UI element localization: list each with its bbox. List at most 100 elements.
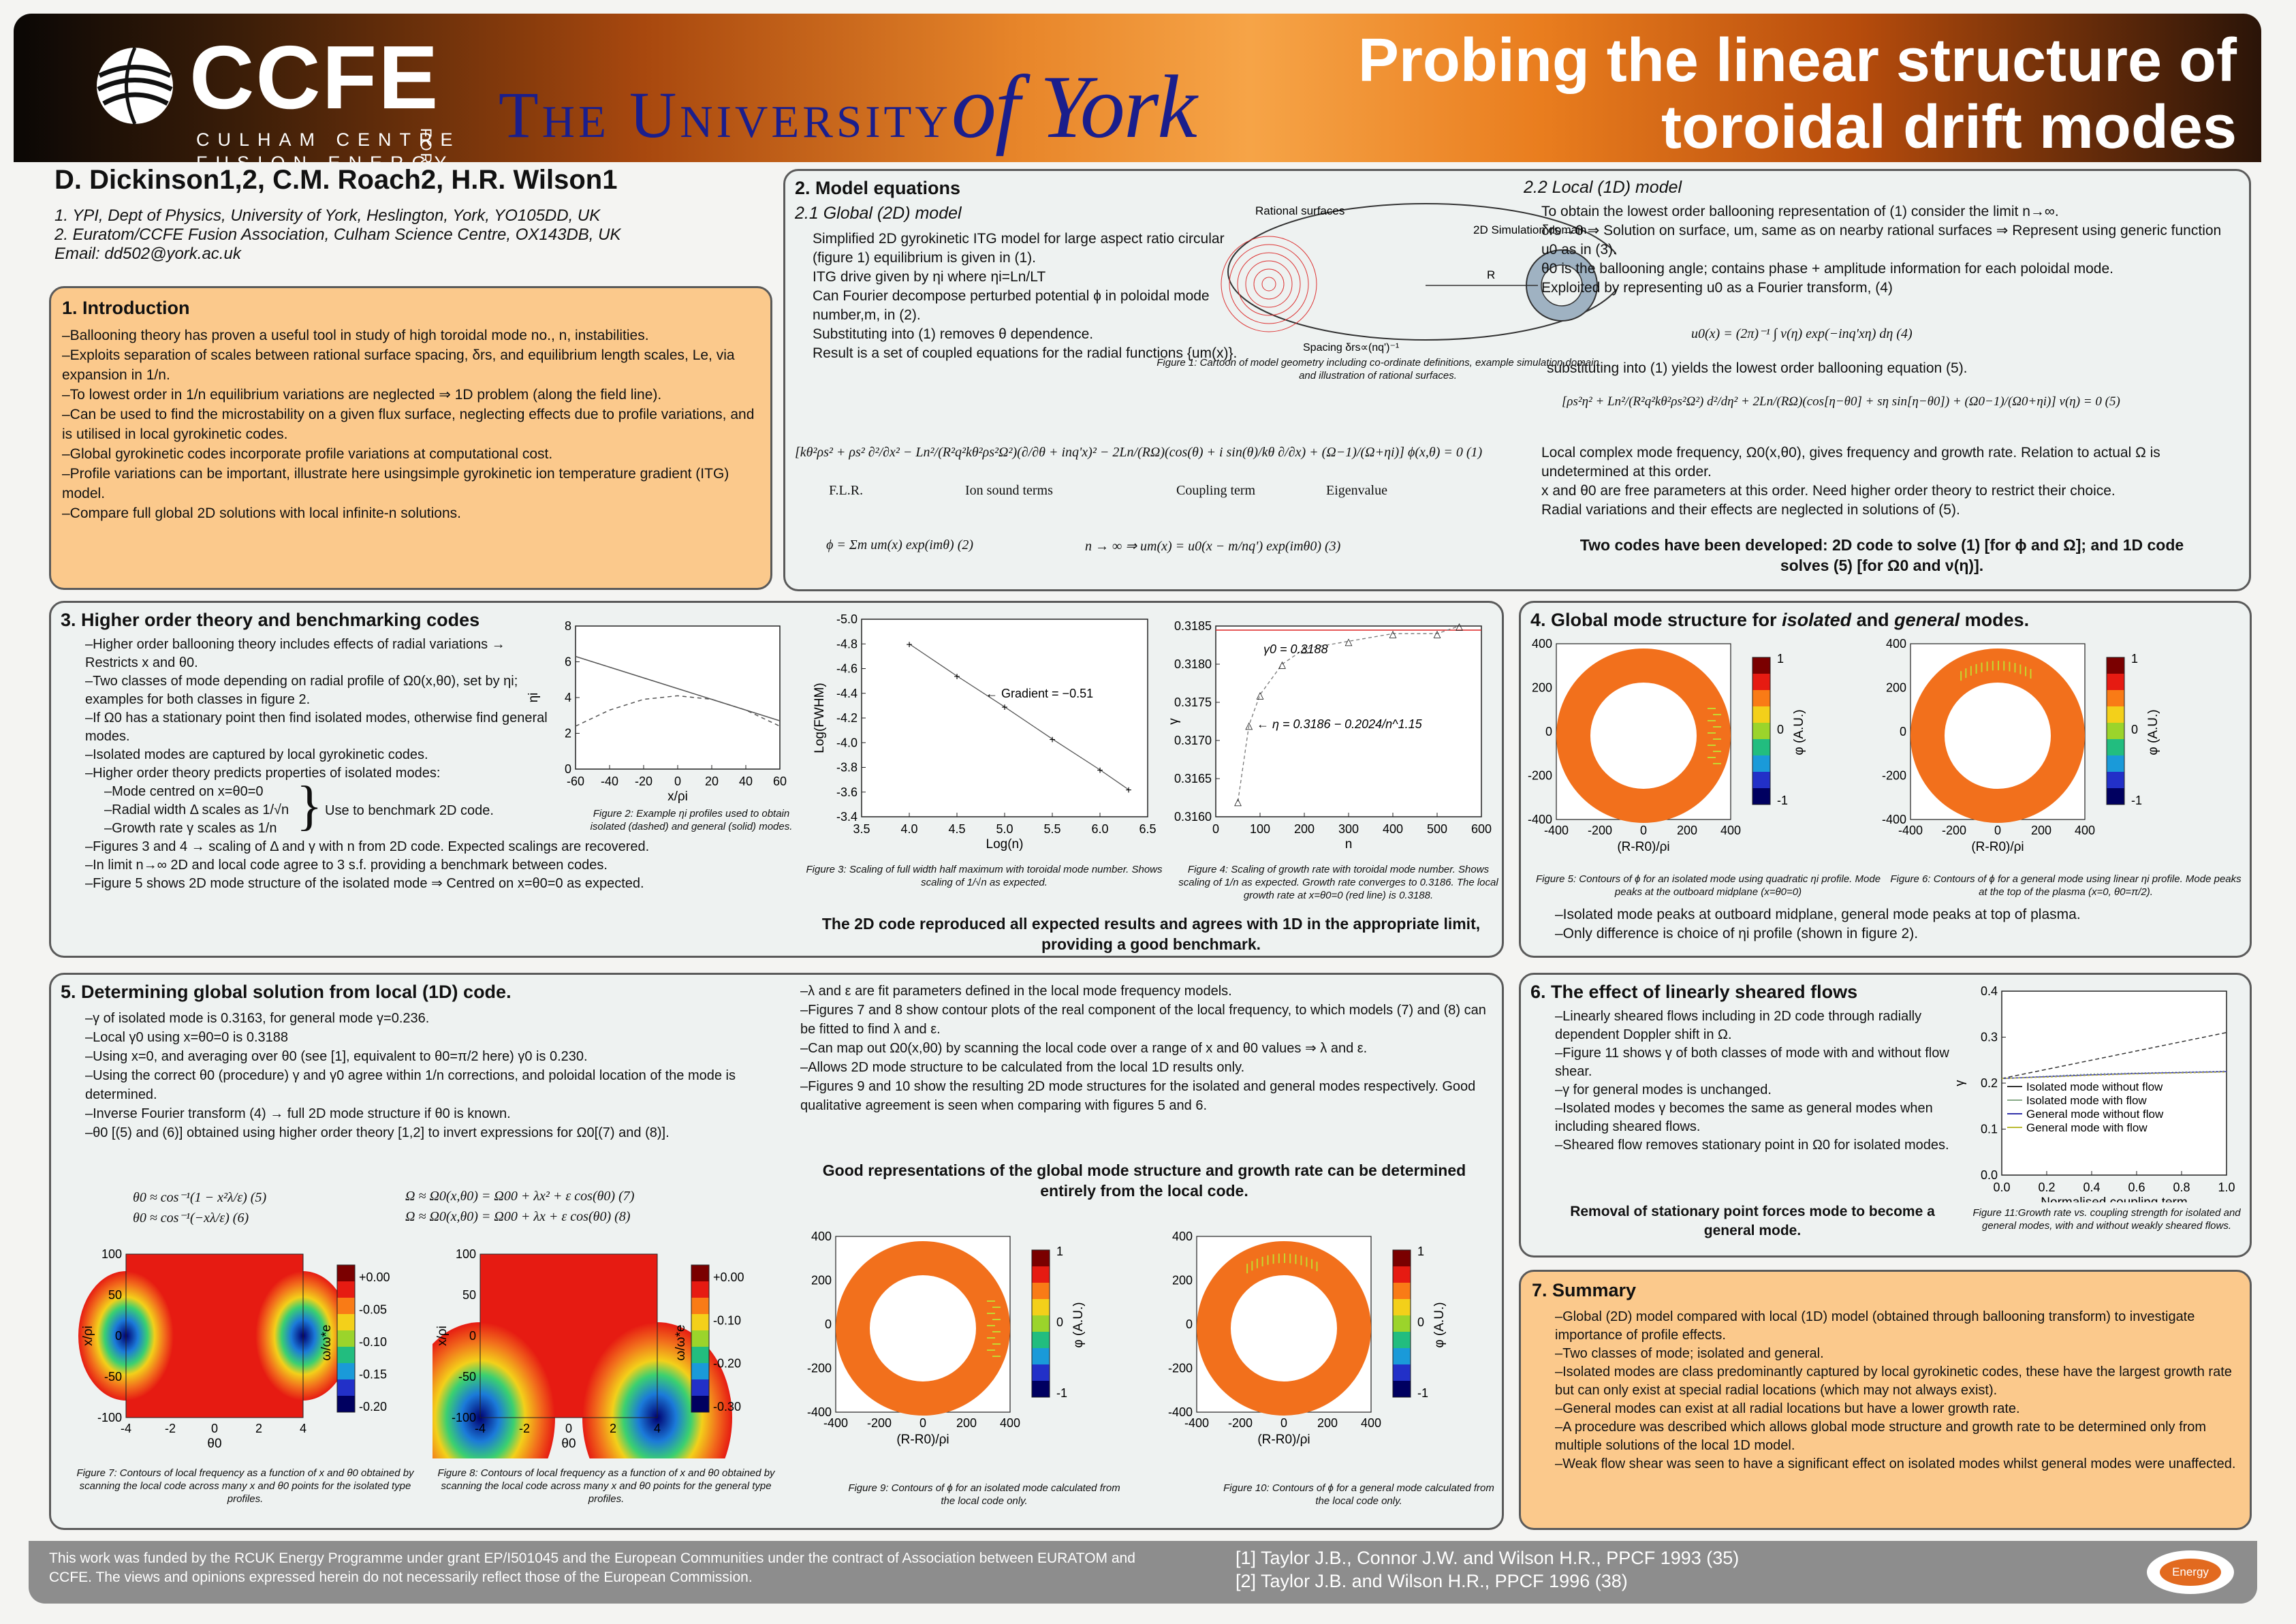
freq-ytick: -50 — [458, 1370, 476, 1384]
fig4-annotation-gamma0: γ0 = 0.3188 — [1263, 642, 1328, 656]
polar-xtick: 0 — [1994, 824, 2001, 837]
plasma-annulus — [1910, 649, 2085, 823]
email[interactable]: Email: dd502@york.ac.uk — [54, 245, 241, 263]
colorbar-segment — [1752, 788, 1770, 805]
reference-1: [1] Taylor J.B., Connor J.W. and Wilson … — [1236, 1548, 1740, 1568]
freq-xlabel: θ0 — [561, 1437, 576, 1451]
polar-xtick: 200 — [956, 1416, 977, 1430]
figure-5-isolated-mode: -400-20002004004002000-200-400(R-R0)/ρiZ… — [1528, 637, 1806, 854]
model-title: 2. Model equations — [795, 178, 961, 198]
fig11-ytick-label: 0.0 — [1981, 1168, 1998, 1182]
fig11-series-3 — [2001, 1072, 2227, 1079]
colorbar-segment — [1393, 1332, 1411, 1348]
intro-text: –Ballooning theory has proven a useful t… — [62, 328, 755, 521]
polar-ytick: -200 — [1882, 769, 1906, 783]
freq-colorbar-label: ω/ω*e — [674, 1325, 688, 1361]
colorbar-tick: 0 — [2131, 723, 2138, 736]
equation-3: n → ∞ ⇒ um(x) = u0(x − m/nq') exp(imθ0) … — [1085, 539, 1341, 554]
freq-ytick: 0 — [115, 1329, 122, 1343]
colorbar-segment — [1032, 1364, 1050, 1381]
freq-colorbar-segment — [691, 1330, 709, 1347]
summary-text: –Global (2D) model compared with local (… — [1555, 1309, 2236, 1471]
figure-7-caption: Figure 7: Contours of local frequency as… — [76, 1467, 414, 1505]
freq-xtick: 0 — [211, 1422, 218, 1435]
higher-order-panel: 3. Higher order theory and benchmarking … — [49, 601, 1504, 958]
equation-1: [kθ²ρs² + ρs² ∂²/∂x² − Ln²/(R²q²kθ²ρs²Ω²… — [795, 445, 1483, 460]
fig3-fit-line — [909, 643, 1129, 790]
fig4-ytick-label: 0.3175 — [1174, 696, 1212, 709]
freq-colorbar-segment — [337, 1347, 355, 1363]
colorbar-segment — [1032, 1381, 1050, 1397]
polar-xtick: -400 — [1898, 824, 1923, 837]
rational-surfaces-icon — [1221, 236, 1317, 332]
fig11-legend-entry: General mode with flow — [2026, 1121, 2148, 1134]
figure-3-caption: Figure 3: Scaling of full width half max… — [806, 864, 1163, 888]
fig3-xtick-label: 6.5 — [1139, 822, 1156, 836]
figure-10-caption: Figure 10: Contours of ϕ for a general m… — [1223, 1482, 1494, 1507]
model-panel: 2. Model equations 2.1 Global (2D) model… — [783, 169, 2251, 591]
fig11-xtick-label: 0.4 — [2083, 1181, 2100, 1194]
colorbar-segment — [1393, 1348, 1411, 1364]
colorbar-segment — [2107, 739, 2124, 755]
polar-xlabel: (R-R0)/ρi — [1257, 1433, 1310, 1447]
freq-colorbar-segment — [337, 1363, 355, 1379]
affiliation-1: 1. YPI, Dept of Physics, University of Y… — [54, 206, 601, 225]
freq-colorbar-tick: -0.20 — [359, 1400, 387, 1414]
brace-icon: } — [296, 776, 323, 836]
colorbar-segment — [1393, 1250, 1411, 1266]
fig11-xtick-label: 1.0 — [2218, 1181, 2235, 1194]
equation-det-7: Ω ≈ Ω0(x,θ0) = Ω00 + λx² + ε cos(θ0) (7) — [405, 1189, 635, 1204]
polar-ytick: -200 — [807, 1362, 832, 1375]
colorbar-segment — [1032, 1299, 1050, 1315]
freq-ytick: 50 — [108, 1288, 122, 1302]
freq-xtick: 4 — [300, 1422, 306, 1435]
fig4-ytick-label: 0.3180 — [1174, 657, 1212, 671]
colorbar-segment — [1032, 1283, 1050, 1299]
figure-9-isolated-local: -400-20002004004002000-200-400(R-R0)/ρiZ… — [807, 1230, 1086, 1447]
figure-4-growth-rate: 0 100 200 300 400 500 600 0.3160 0.3165 0.3170 0.3… — [1167, 619, 1492, 852]
poster-header: CCFE CULHAM CENTRE FUSION ENERGY FOR The… — [14, 14, 2261, 162]
fig1-label-spacing: Spacing δrs∝(nq')⁻¹ — [1303, 342, 1399, 354]
polar-ytick: 0 — [1545, 725, 1552, 738]
colorbar-segment — [1032, 1250, 1050, 1266]
determine-text-2: –λ and ε are fit parameters defined in t… — [800, 984, 1486, 1113]
polar-ytick: 400 — [1532, 637, 1552, 651]
fig1-label-domain: 2D Simulation domain — [1473, 223, 1586, 236]
fig4-xtick-label: 300 — [1338, 822, 1359, 836]
polar-xtick: -400 — [1184, 1416, 1209, 1430]
figure-8-caption: Figure 8: Contours of local frequency as… — [437, 1467, 775, 1505]
polar-xtick: -400 — [1544, 824, 1569, 837]
colorbar-segment — [1752, 690, 1770, 706]
polar-xtick: 0 — [1640, 824, 1647, 837]
freq-colorbar-tick: -0.05 — [359, 1303, 387, 1317]
globe-icon — [97, 46, 173, 125]
energy-badge-icon: Energy — [2147, 1550, 2234, 1594]
intro-panel: 1. Introduction –Ballooning theory has p… — [49, 286, 772, 590]
fig11-ytick-label: 0.4 — [1981, 984, 1998, 998]
fig4-point: △ — [1456, 621, 1463, 631]
colorbar-tick: 1 — [1417, 1245, 1424, 1258]
freq-xtick: 2 — [255, 1422, 262, 1435]
fig11-xtick-label: 0.2 — [2038, 1181, 2055, 1194]
freq-xtick: -2 — [165, 1422, 176, 1435]
plasma-annulus — [1556, 649, 1731, 823]
fig3-xlabel: Log(n) — [986, 837, 1024, 852]
poster-title: Probing the linear structure of toroidal… — [1357, 27, 2237, 161]
polar-xtick: -200 — [867, 1416, 892, 1430]
equation-2: ϕ = Σm um(x) exp(imθ) (2) — [826, 537, 974, 552]
fig3-xtick-label: 4.0 — [900, 822, 917, 836]
polar-ytick: -400 — [1882, 813, 1906, 826]
figure-5-caption: Figure 5: Contours of ϕ for an isolated … — [1535, 873, 1881, 898]
fig3-point: + — [1125, 785, 1131, 796]
colorbar-frame — [2106, 657, 2125, 805]
polar-ytick: 400 — [1886, 637, 1906, 651]
polar-xtick: 400 — [2075, 824, 2095, 837]
freq-colorbar-segment — [691, 1265, 709, 1281]
colorbar-segment — [1393, 1266, 1411, 1283]
determine-title: 5. Determining global solution from loca… — [61, 982, 512, 1002]
polar-xtick: 400 — [1000, 1416, 1020, 1430]
freq-ytick: 50 — [462, 1288, 476, 1302]
funding-text: This work was funded by the RCUK Energy … — [49, 1550, 1135, 1585]
fig4-xtick-label: 100 — [1250, 822, 1270, 836]
fig4-ytick-label: 0.3185 — [1174, 619, 1212, 633]
